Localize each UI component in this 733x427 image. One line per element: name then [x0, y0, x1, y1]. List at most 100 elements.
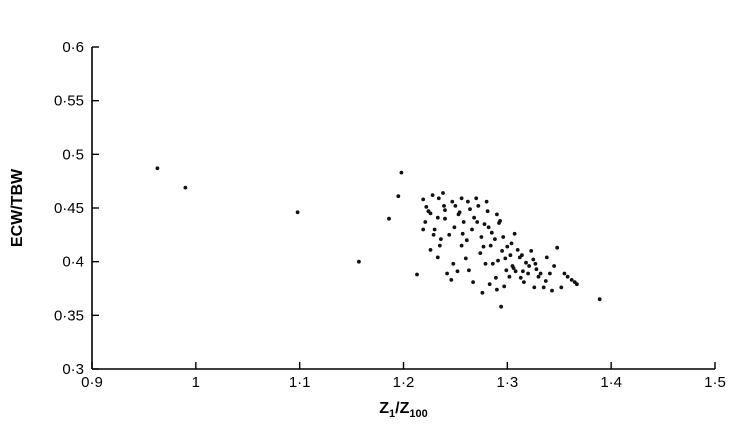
data-point [565, 274, 570, 279]
data-point [481, 244, 486, 249]
data-point [508, 253, 513, 258]
data-point [496, 258, 500, 263]
data-point [357, 259, 361, 264]
data-point [484, 199, 489, 204]
data-point [479, 235, 484, 239]
data-point [445, 271, 449, 276]
data-point [532, 285, 537, 290]
data-point [520, 253, 524, 258]
data-point [515, 248, 520, 252]
data-point [529, 249, 534, 253]
x-axis-title: Z1/Z100 [379, 400, 427, 420]
data-point [501, 235, 506, 239]
y-axis-ticks: 0·3 0·35 0·4 0·45 0·5 0·55 0·6 [54, 39, 99, 378]
data-point [460, 231, 465, 236]
data-point [155, 166, 160, 171]
data-point [443, 216, 447, 221]
data-point [562, 271, 567, 276]
data-point [511, 266, 516, 270]
data-point [435, 255, 440, 260]
y-tick-label: 0·3 [62, 361, 84, 378]
data-point [500, 249, 504, 253]
data-point [428, 248, 433, 252]
data-point [495, 287, 499, 292]
x-axis-title-sub1: 1 [389, 408, 395, 420]
data-point [489, 230, 494, 235]
x-tick-label: 1·5 [704, 374, 726, 391]
data-point [526, 271, 530, 276]
data-point [493, 237, 497, 242]
x-tick-label: 0·9 [81, 374, 103, 391]
data-point [533, 261, 538, 266]
data-point [513, 269, 518, 274]
data-point [435, 215, 440, 220]
data-point [431, 232, 436, 237]
y-tick-label: 0·6 [62, 39, 84, 56]
data-point [575, 282, 579, 287]
data-point [494, 275, 498, 280]
data-point [453, 204, 458, 208]
data-point [490, 261, 495, 266]
y-tick-label: 0·55 [54, 93, 84, 110]
data-point [483, 261, 488, 266]
data-point [531, 257, 536, 262]
data-point [447, 232, 452, 237]
data-point [569, 278, 574, 282]
data-point [550, 288, 554, 293]
data-point [452, 225, 457, 230]
data-point [467, 268, 471, 273]
y-tick-label: 0·35 [54, 307, 84, 324]
data-point [442, 204, 446, 208]
data-point [505, 244, 510, 249]
data-point [548, 271, 552, 276]
data-point [524, 260, 528, 265]
data-point [488, 243, 493, 248]
data-point [472, 215, 476, 220]
data-point [430, 193, 435, 198]
data-point [503, 256, 508, 261]
data-point [468, 207, 472, 212]
y-tick-label: 0·45 [54, 200, 84, 217]
data-point [443, 208, 447, 213]
x-axis-title-sep: /Z [395, 400, 409, 417]
data-point [436, 196, 441, 201]
data-point [466, 199, 470, 204]
data-point [471, 280, 475, 284]
data-point [415, 272, 419, 277]
data-point [459, 243, 464, 248]
data-point [474, 196, 479, 201]
data-point [495, 212, 499, 217]
data-point [485, 209, 490, 214]
data-point [538, 271, 543, 276]
data-point [487, 282, 492, 287]
data-point [552, 264, 556, 268]
data-point [463, 256, 468, 261]
data-point [518, 275, 523, 280]
data-point [478, 251, 483, 256]
data-point [475, 220, 480, 224]
data-point [597, 297, 602, 302]
data-point [543, 279, 548, 283]
data-point [432, 227, 437, 232]
data-point [470, 227, 474, 232]
data-point [536, 274, 541, 279]
data-point [507, 274, 512, 279]
data-point [426, 209, 431, 214]
data-point [509, 241, 514, 246]
data-point [522, 280, 526, 284]
x-tick-label: 1·1 [289, 374, 311, 391]
data-point [480, 290, 485, 295]
axes [91, 47, 715, 370]
data-point [544, 255, 549, 260]
data-point [451, 261, 456, 266]
data-point [396, 194, 401, 199]
data-point [521, 269, 525, 274]
data-point [449, 278, 454, 282]
data-point [499, 304, 503, 309]
x-tick-label: 1·3 [496, 374, 518, 391]
y-tick-label: 0·5 [62, 146, 84, 163]
data-point [424, 205, 429, 209]
data-point [459, 196, 464, 201]
x-axis-ticks: 0·9 1 1·1 1·2 1·3 1·4 1·5 [81, 362, 726, 391]
data-point [439, 237, 443, 242]
